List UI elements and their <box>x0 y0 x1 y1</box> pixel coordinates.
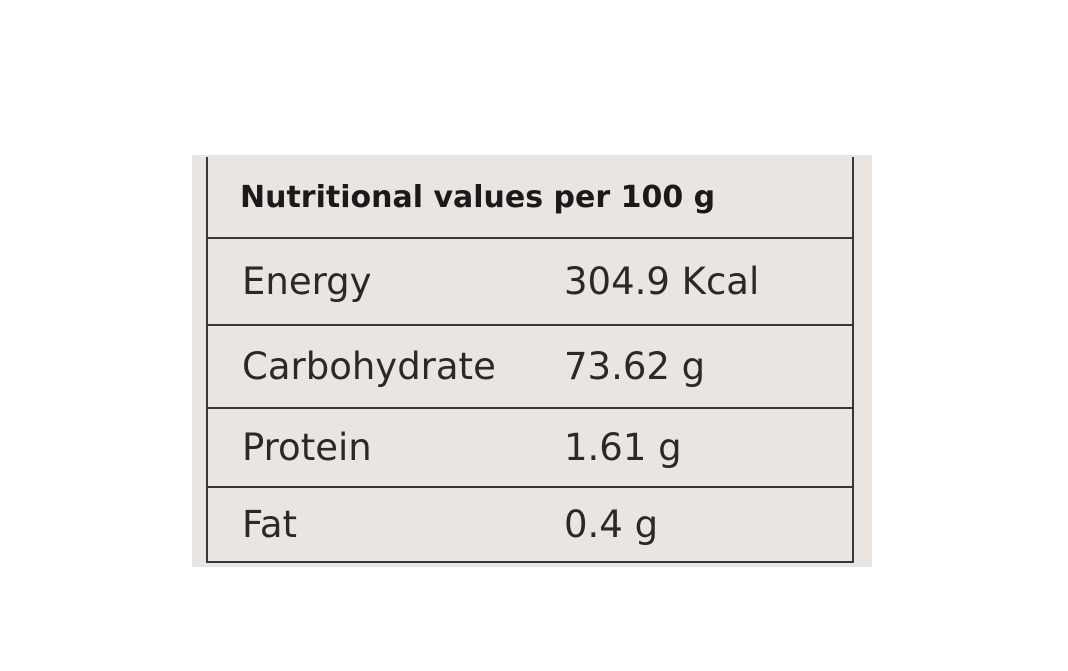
nutrient-name: Carbohydrate <box>242 345 496 388</box>
table-row: Protein 1.61 g <box>208 409 852 488</box>
nutrition-table: Nutritional values per 100 g Energy 304.9… <box>206 157 854 563</box>
nutrient-value: 73.62 g <box>564 345 706 388</box>
table-title: Nutritional values per 100 g <box>208 157 852 239</box>
table-row: Energy 304.9 Kcal <box>208 239 852 326</box>
nutrient-value: 304.9 Kcal <box>564 260 760 303</box>
nutrient-name: Fat <box>242 503 298 546</box>
nutrient-name: Protein <box>242 426 372 469</box>
nutrient-value: 1.61 g <box>564 426 682 469</box>
table-row: Fat 0.4 g <box>208 488 852 561</box>
nutrient-name: Energy <box>242 260 372 303</box>
table-row: Carbohydrate 73.62 g <box>208 326 852 409</box>
label-photo <box>192 155 872 567</box>
nutrient-value: 0.4 g <box>564 503 659 546</box>
